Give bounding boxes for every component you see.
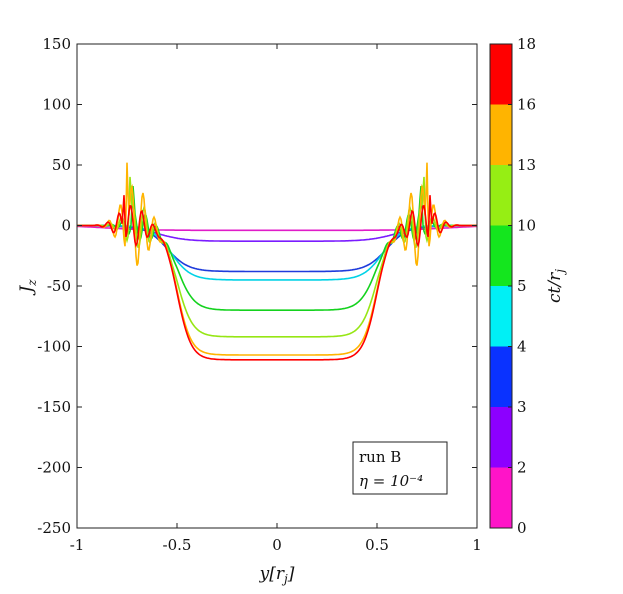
x-axis: -1 -0.5 0 0.5 1 [70, 44, 482, 554]
y-axis: 150 100 50 0 -50 -100 -150 -200 -250 [37, 35, 477, 537]
x-tick-label: -0.5 [163, 536, 192, 554]
colorbar-segment [490, 225, 512, 286]
colorbar-tick-label: 3 [517, 398, 527, 416]
annotation-line2: η = 10⁻⁴ [359, 472, 423, 490]
colorbar-tick-label: 5 [517, 277, 527, 295]
colorbar-segment [490, 467, 512, 528]
colorbar: 0 2 3 4 5 10 13 16 18 [489, 35, 536, 537]
colorbar-tick-label: 13 [517, 156, 536, 174]
y-tick-label: 50 [52, 156, 71, 174]
x-tick-label: -1 [70, 536, 85, 554]
series-line [77, 224, 477, 273]
y-tick-label: 150 [42, 35, 71, 53]
y-tick-label: 100 [42, 96, 71, 114]
series-line [77, 162, 477, 356]
colorbar-segment [490, 165, 512, 226]
y-tick-label: -100 [37, 338, 71, 356]
series-layer [76, 162, 478, 361]
series-line [77, 186, 477, 311]
colorbar-segment [490, 346, 512, 407]
x-tick-label: 1 [472, 536, 482, 554]
colorbar-label: ct/rj [545, 269, 567, 303]
annotation-line1: run B [359, 448, 401, 466]
x-tick-label: 0.5 [365, 536, 389, 554]
colorbar-segment [490, 44, 512, 105]
colorbar-tick-label: 2 [517, 459, 527, 477]
series-line [77, 195, 477, 361]
y-tick-label: -150 [37, 398, 71, 416]
colorbar-tick-label: 16 [517, 96, 536, 114]
y-tick-label: -200 [37, 459, 71, 477]
y-axis-label: Jz [17, 279, 39, 296]
colorbar-tick-label: 4 [517, 338, 527, 356]
colorbar-tick-label: 18 [517, 35, 536, 53]
y-tick-label: -50 [47, 277, 71, 295]
colorbar-tick-label: 0 [517, 519, 527, 537]
series-line [77, 224, 477, 281]
colorbar-segment [490, 104, 512, 165]
colorbar-segment [490, 286, 512, 347]
y-tick-label: -250 [37, 519, 71, 537]
colorbar-segment [490, 407, 512, 468]
colorbar-tick-label: 10 [517, 217, 536, 235]
x-axis-label: y[rj] [259, 564, 295, 586]
series-line [77, 176, 477, 338]
annotation-box: run B η = 10⁻⁴ [352, 441, 448, 495]
x-tick-label: 0 [272, 536, 282, 554]
y-tick-label: 0 [61, 217, 71, 235]
